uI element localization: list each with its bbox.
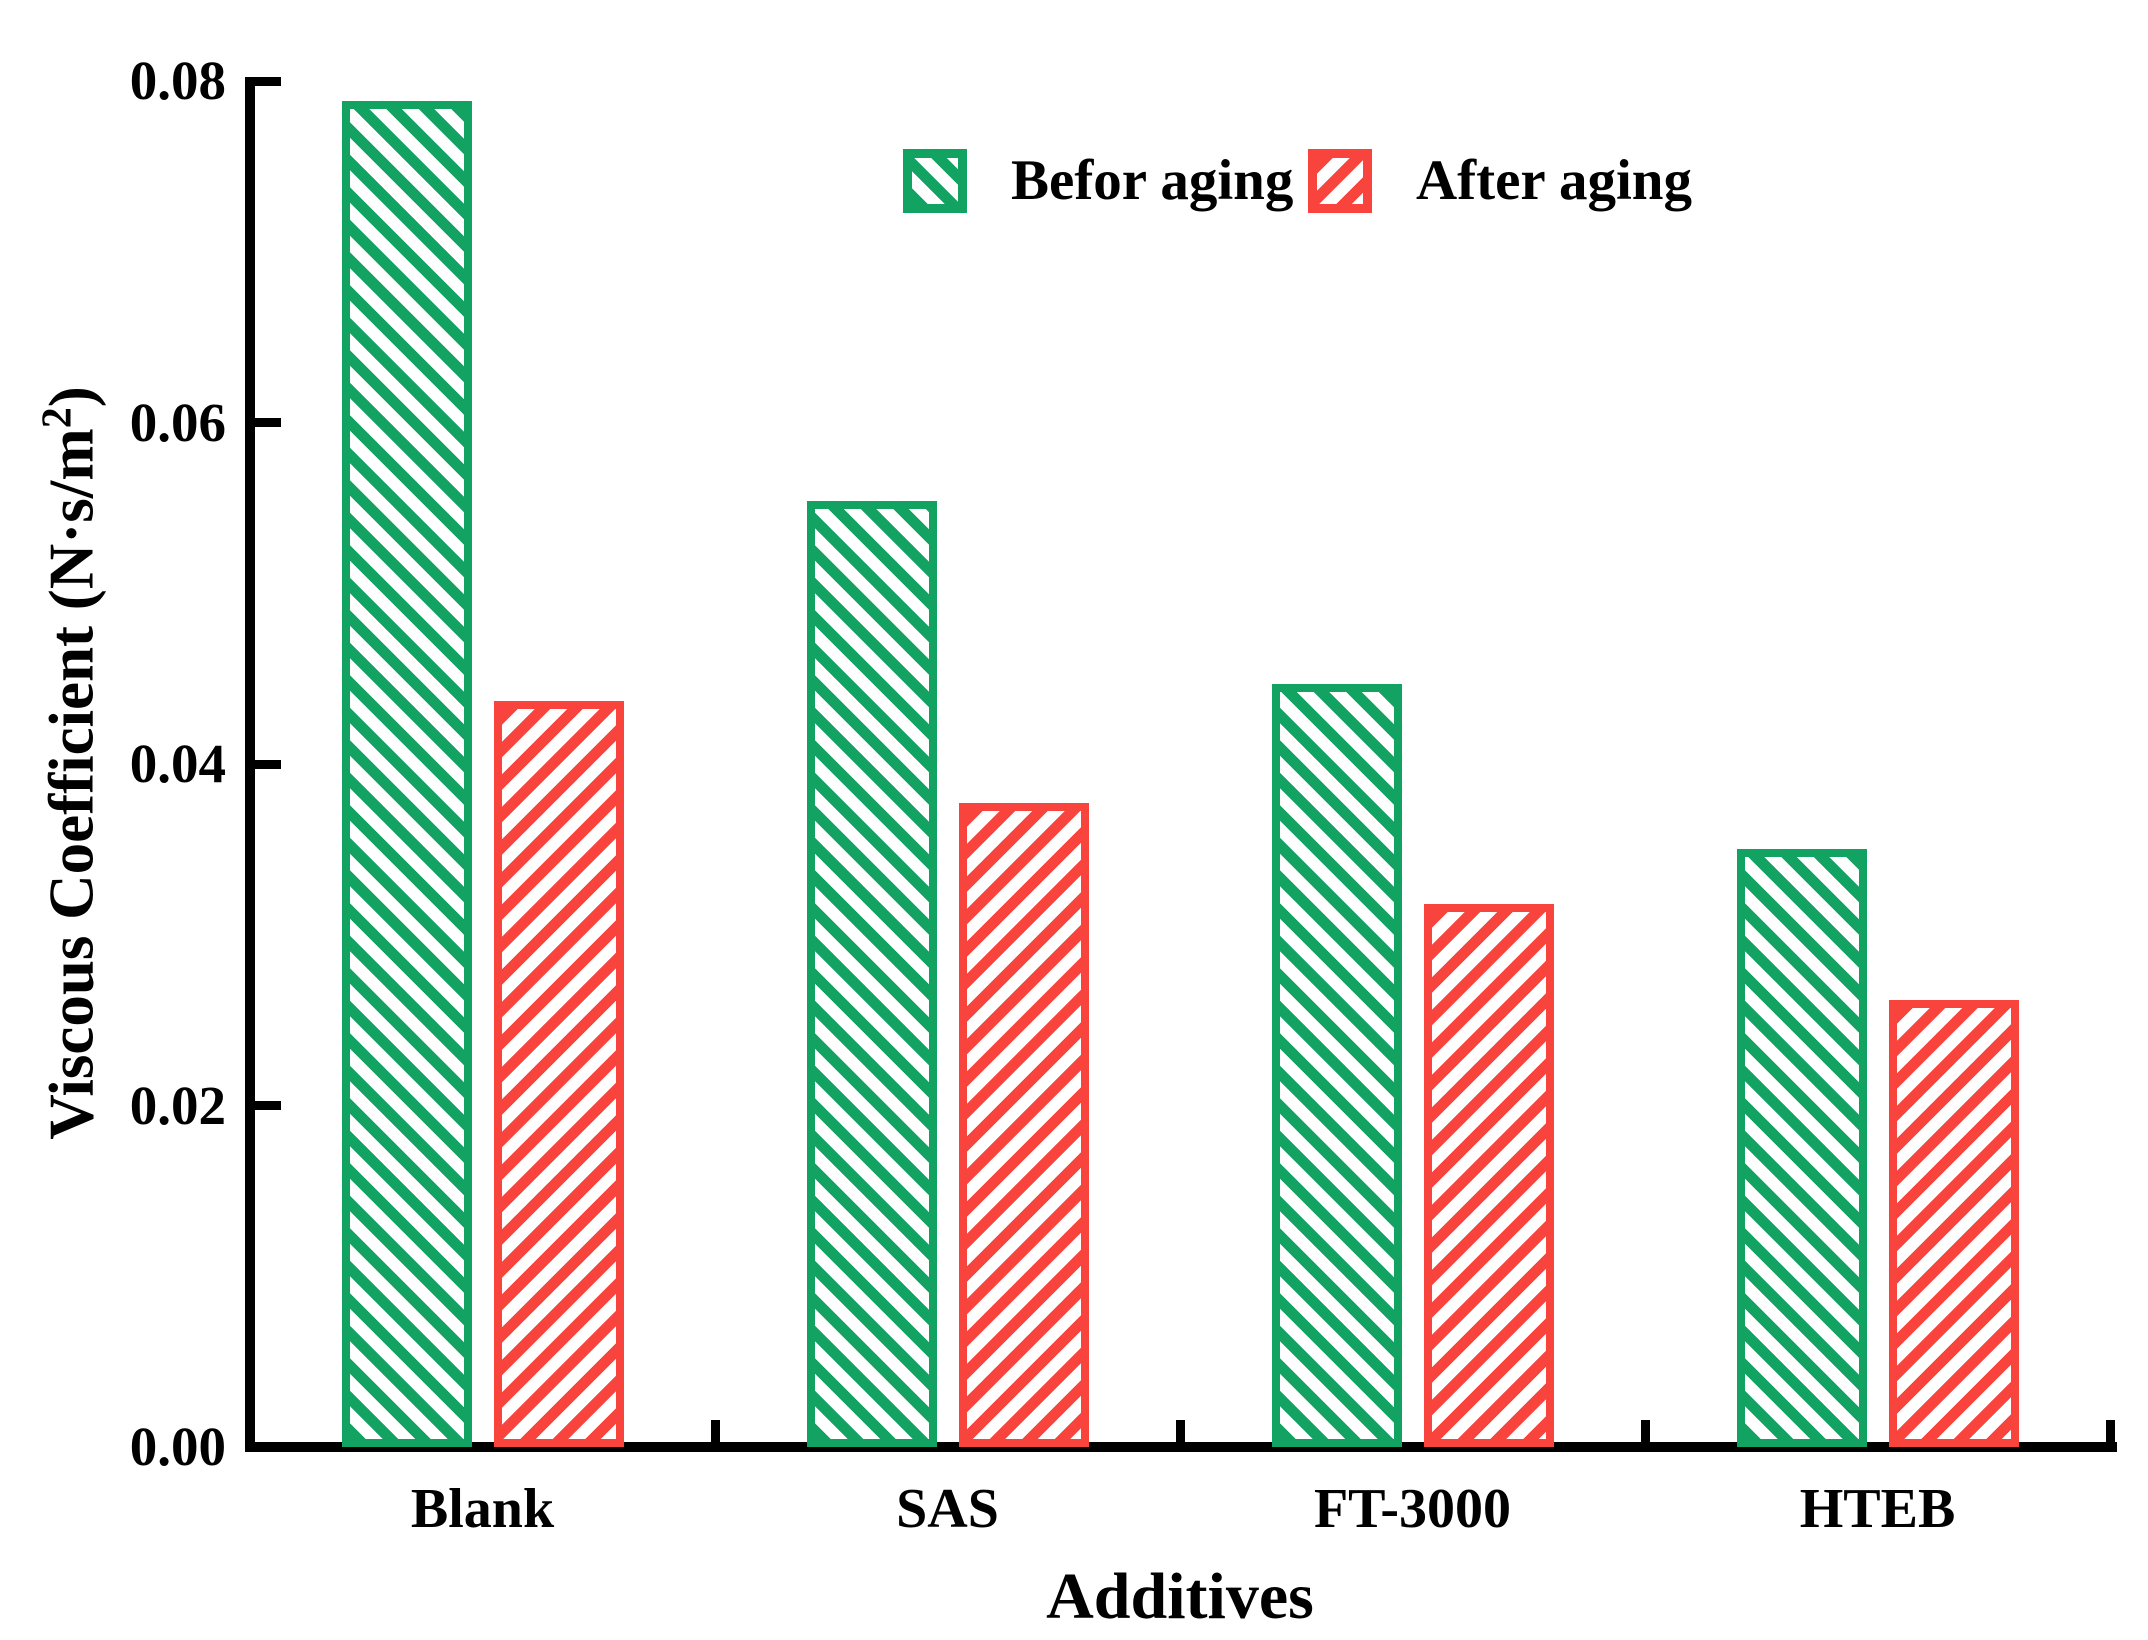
- x-tick-3: [1640, 1420, 1650, 1442]
- y-tick-label-0.06: 0.06: [129, 391, 226, 453]
- y-tick-label-0.02: 0.02: [129, 1074, 226, 1136]
- legend-label-before-aging: Befor aging: [1011, 149, 1294, 212]
- y-tick-label-0.08: 0.08: [129, 50, 226, 111]
- x-axis-line: [245, 1442, 2117, 1452]
- x-tick-2: [1175, 1420, 1185, 1442]
- bar-after-aging-sas: [958, 803, 1089, 1447]
- bar-after-aging-blank: [493, 700, 624, 1447]
- x-tick-label-ft-3000: FT-3000: [1313, 1478, 1512, 1540]
- legend-label-after-aging: After aging: [1416, 149, 1692, 212]
- legend-swatch-before-aging: [903, 148, 967, 213]
- y-tick-0.08: [255, 76, 281, 86]
- x-tick-label-blank: Blank: [410, 1478, 555, 1540]
- bar-after-aging-ft-3000: [1423, 904, 1554, 1447]
- y-axis-line: [245, 77, 255, 1452]
- x-tick-4: [2105, 1420, 2115, 1442]
- y-axis-title-superscript: 2: [34, 407, 81, 429]
- bar-before-aging-blank: [341, 101, 472, 1447]
- x-tick-1: [710, 1420, 720, 1442]
- y-tick-label-0.00: 0.00: [129, 1416, 226, 1477]
- y-tick-0.04: [255, 759, 281, 769]
- x-axis-title: Additives: [1046, 1560, 1314, 1633]
- x-tick-label-hteb: HTEB: [1799, 1478, 1956, 1540]
- y-tick-0.00: [255, 1442, 281, 1452]
- legend-swatch-after-aging: [1308, 148, 1372, 213]
- y-axis-title: Viscous Coefficient (N·s/m2): [34, 386, 109, 1140]
- y-tick-label-0.04: 0.04: [129, 733, 226, 794]
- y-axis-title-suffix: ): [36, 386, 107, 408]
- x-tick-label-sas: SAS: [896, 1478, 999, 1540]
- bar-before-aging-sas: [806, 501, 937, 1447]
- legend-item-before-aging: Befor aging: [903, 148, 1293, 213]
- bar-before-aging-hteb: [1736, 849, 1867, 1447]
- y-tick-0.02: [255, 1101, 281, 1110]
- bar-before-aging-ft-3000: [1271, 683, 1402, 1447]
- legend-item-after-aging: After aging: [1308, 148, 1692, 213]
- y-tick-0.06: [255, 418, 281, 427]
- y-axis-title-main: Viscous Coefficient (N·s/m: [36, 428, 107, 1140]
- bar-after-aging-hteb: [1888, 999, 2019, 1447]
